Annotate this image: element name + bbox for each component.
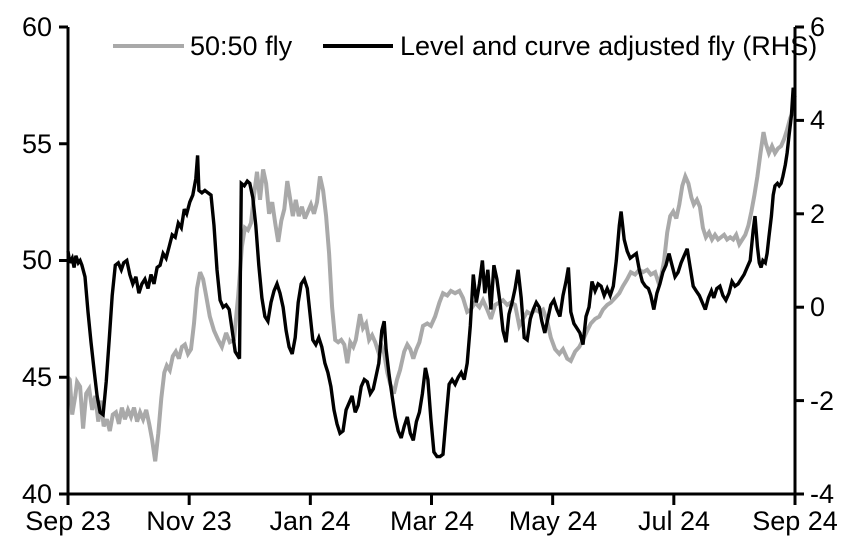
right-axis-tick-label: 6 — [810, 12, 826, 42]
legend-label-5050-fly: 50:50 fly — [190, 31, 293, 61]
left-axis-tick-label: 50 — [21, 245, 52, 275]
legend-swatch-5050-fly — [113, 44, 184, 48]
right-axis-tick-label: -4 — [810, 479, 835, 509]
x-axis-tick-label: Nov 23 — [146, 506, 232, 536]
right-axis-tick-label: -2 — [810, 386, 835, 416]
x-axis-tick-label: Mar 24 — [389, 506, 475, 536]
series-line-left — [66, 109, 796, 462]
left-axis-tick-label: 60 — [21, 12, 52, 42]
x-axis-tick-label: Jan 24 — [269, 506, 351, 536]
x-axis-tick-label: Sep 24 — [752, 506, 838, 536]
right-axis-tick-label: 4 — [810, 105, 826, 135]
x-axis-tick-label: Sep 23 — [25, 506, 111, 536]
right-axis-tick-label: 0 — [810, 292, 826, 322]
left-axis-tick-label: 45 — [21, 362, 52, 392]
x-axis-tick-label: May 24 — [508, 506, 598, 536]
legend-label-level-curve-adjusted-fly: Level and curve adjusted fly (RHS) — [400, 31, 818, 61]
left-axis-tick-label: 40 — [21, 479, 52, 509]
left-axis-tick-label: 55 — [21, 129, 52, 159]
x-axis-tick-label: Jul 24 — [637, 506, 711, 536]
legend-swatch-level-curve-adjusted-fly — [323, 44, 393, 48]
series-line-right — [66, 87, 797, 459]
right-axis-tick-label: 2 — [810, 199, 826, 229]
